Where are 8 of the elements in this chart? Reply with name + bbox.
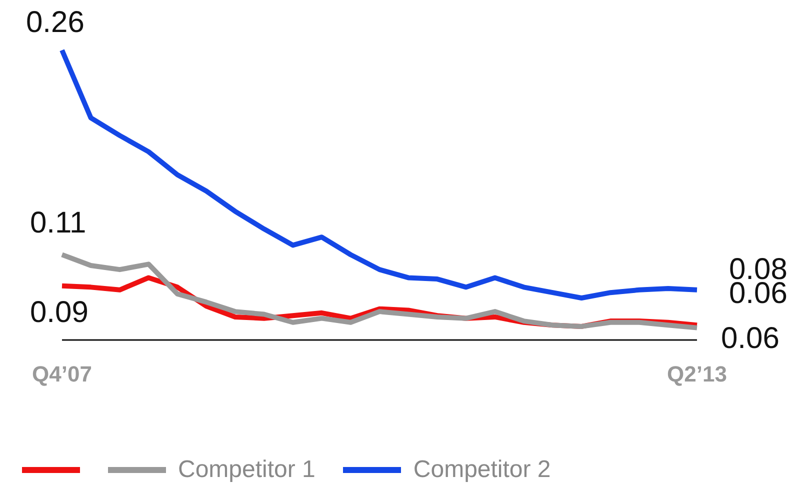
data-label: 0.26	[26, 6, 84, 40]
data-label: 0.11	[30, 206, 86, 240]
legend-label: Competitor 1	[178, 456, 316, 484]
x-tick-label: Q4’07	[32, 362, 92, 387]
data-label: 0.09	[30, 296, 88, 329]
legend-label: Competitor 2	[413, 456, 551, 484]
data-label: 0.06	[721, 322, 780, 355]
x-tick-label: Q2’13	[667, 362, 727, 387]
